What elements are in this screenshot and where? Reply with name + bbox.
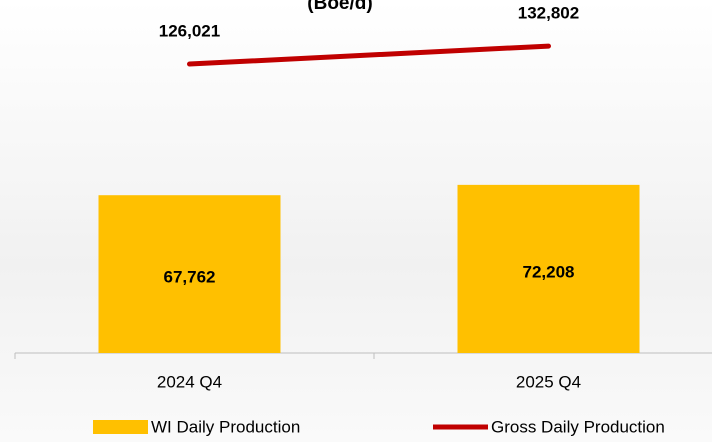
line: [187, 43, 551, 67]
legend-swatch: [93, 420, 148, 434]
bar: [98, 195, 281, 353]
line-value-label: 126,021: [159, 22, 220, 41]
x-tick-label: 2025 Q4: [516, 372, 581, 391]
legend-label: WI Daily Production: [151, 417, 300, 436]
bar: [457, 184, 640, 353]
line-value-label: 132,802: [518, 4, 579, 23]
legend-label: Gross Daily Production: [491, 417, 665, 436]
bar-value-label: 72,208: [523, 262, 575, 281]
bar-value-label: 67,762: [164, 268, 216, 287]
chart-title: (Boe/d): [307, 0, 372, 14]
x-tick-label: 2024 Q4: [157, 372, 222, 391]
